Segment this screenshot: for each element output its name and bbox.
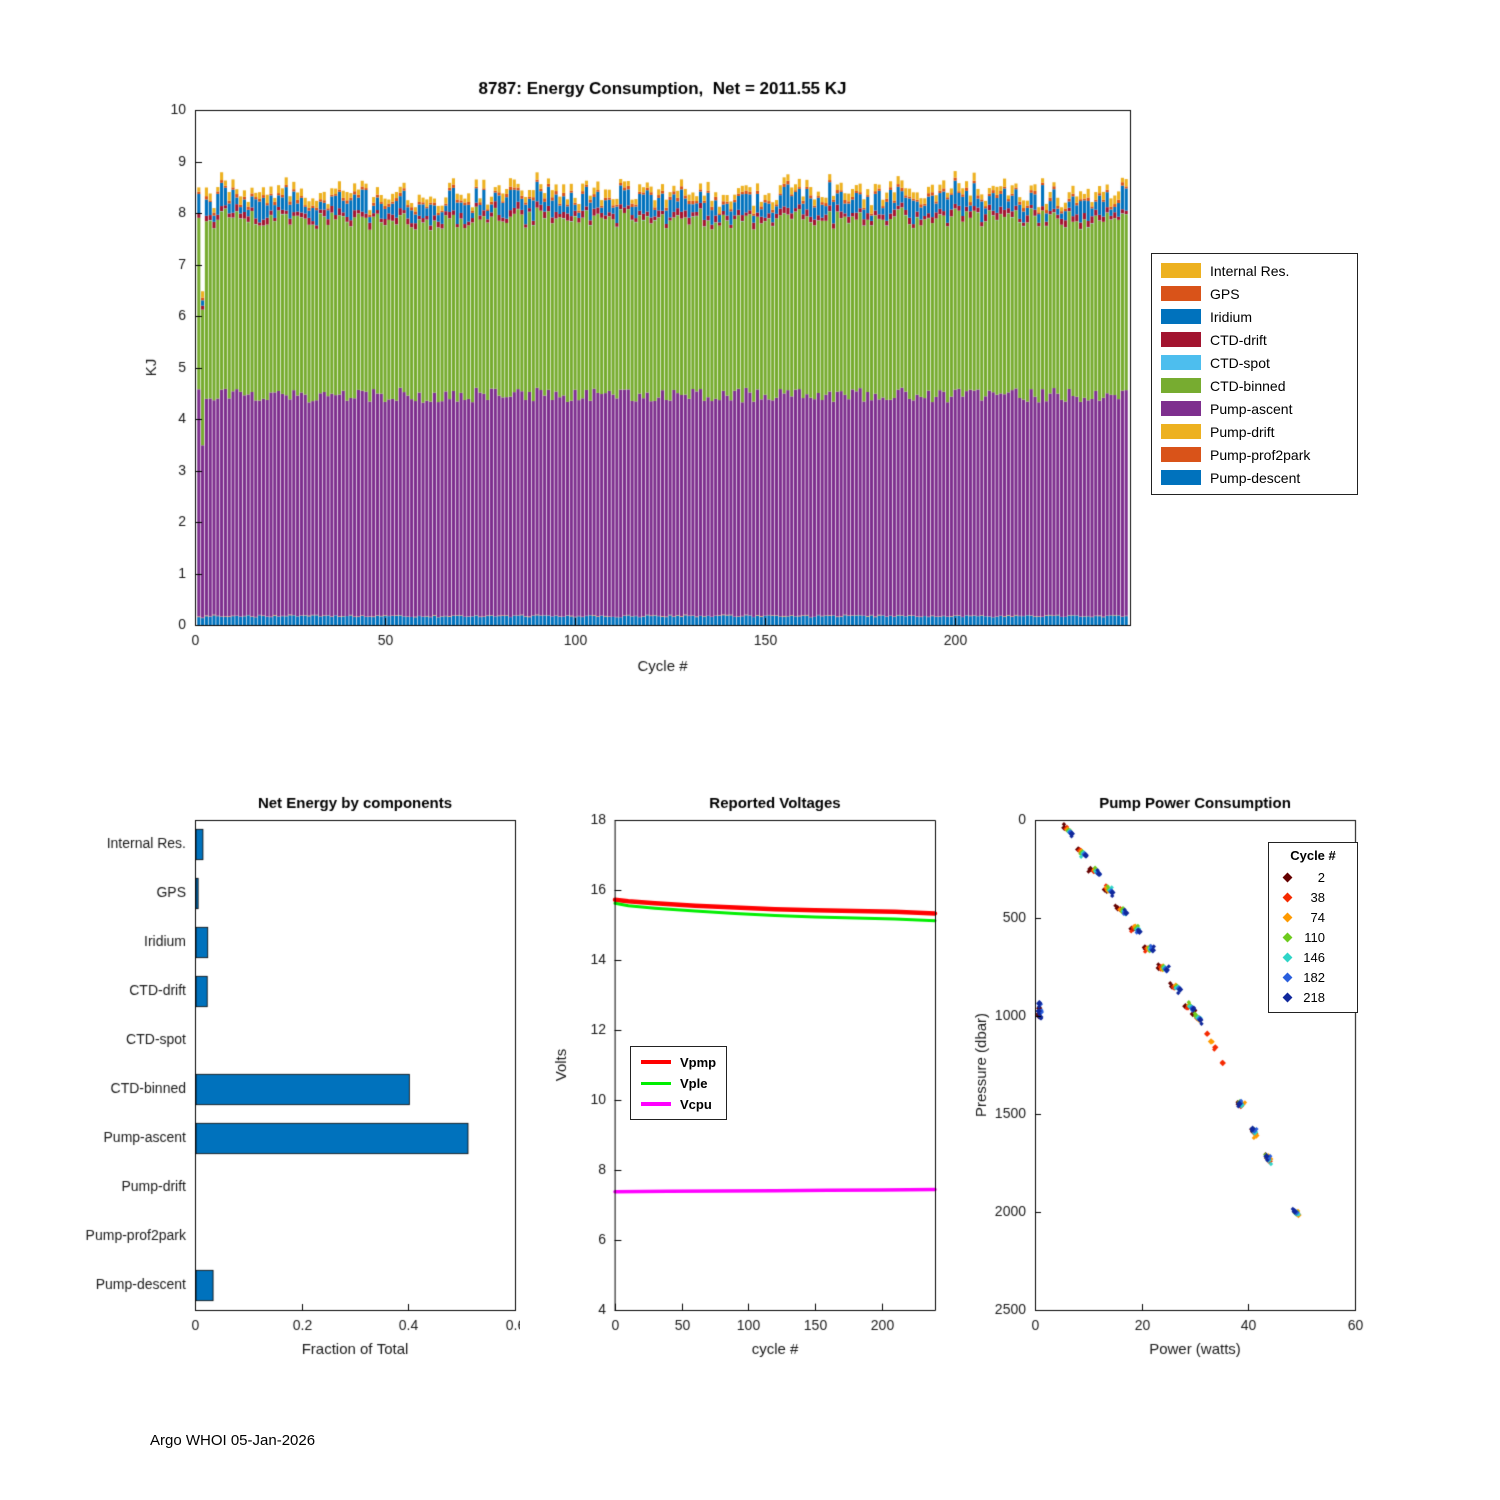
legend-label: Pump-prof2park bbox=[1210, 446, 1311, 463]
legend-item-cycle-74: 74 bbox=[1276, 907, 1350, 927]
legend-title: Cycle # bbox=[1290, 848, 1336, 863]
legend-swatch bbox=[1161, 378, 1201, 393]
legend-label: Vple bbox=[680, 1075, 708, 1091]
legend-swatch bbox=[1161, 424, 1201, 439]
legend-item-ctd-spot: CTD-spot bbox=[1161, 352, 1348, 373]
pump-power-chart bbox=[960, 780, 1500, 1440]
legend-item-internal-res: Internal Res. bbox=[1161, 260, 1348, 281]
legend-item-ctd-binned: CTD-binned bbox=[1161, 375, 1348, 396]
legend-item-pump-prof2park: Pump-prof2park bbox=[1161, 444, 1348, 465]
legend-item-cycle-110: 110 bbox=[1276, 927, 1350, 947]
legend-label: 218 bbox=[1303, 989, 1325, 1005]
legend-label: Pump-drift bbox=[1210, 423, 1275, 440]
voltages-legend: Vpmp Vple Vcpu bbox=[630, 1046, 728, 1120]
legend-label: CTD-spot bbox=[1210, 354, 1270, 371]
legend-item-pump-descent: Pump-descent bbox=[1161, 467, 1348, 488]
legend-label: 74 bbox=[1310, 909, 1325, 925]
legend-item-cycle-38: 38 bbox=[1276, 887, 1350, 907]
legend-item-pump-ascent: Pump-ascent bbox=[1161, 398, 1348, 419]
legend-swatch bbox=[1161, 470, 1201, 485]
legend-item-cycle-2: 2 bbox=[1276, 867, 1350, 887]
legend-line-swatch bbox=[641, 1059, 671, 1065]
legend-item-cycle-182: 182 bbox=[1276, 967, 1350, 987]
legend-item-cycle-218: 218 bbox=[1276, 987, 1350, 1007]
legend-label: CTD-binned bbox=[1210, 377, 1286, 394]
legend-item-gps: GPS bbox=[1161, 283, 1348, 304]
legend-item-iridium: Iridium bbox=[1161, 306, 1348, 327]
legend-item-pump-drift: Pump-drift bbox=[1161, 421, 1348, 442]
legend-swatch bbox=[1161, 401, 1201, 416]
reported-voltages-chart bbox=[520, 780, 960, 1440]
legend-item-vcpu: Vcpu bbox=[641, 1096, 716, 1112]
legend-label: 146 bbox=[1303, 949, 1325, 965]
legend-label: Pump-descent bbox=[1210, 469, 1301, 486]
energy-components-legend: Internal Res. GPS Iridium CTD-drift CTD-spot… bbox=[1151, 253, 1358, 495]
legend-swatch bbox=[1161, 309, 1201, 324]
legend-label: 110 bbox=[1304, 929, 1325, 945]
legend-swatch bbox=[1161, 286, 1201, 301]
legend-label: GPS bbox=[1210, 285, 1240, 302]
legend-swatch bbox=[1161, 332, 1201, 347]
legend-label: Iridium bbox=[1210, 308, 1253, 325]
legend-label: Vpmp bbox=[680, 1054, 717, 1070]
net-energy-chart bbox=[20, 780, 520, 1440]
legend-line-swatch bbox=[641, 1081, 671, 1085]
legend-item-ctd-drift: CTD-drift bbox=[1161, 329, 1348, 350]
legend-label: 38 bbox=[1310, 889, 1325, 905]
legend-label: 182 bbox=[1303, 969, 1325, 985]
legend-label: Vcpu bbox=[680, 1096, 712, 1112]
cycle-number-legend: Cycle # 2 38 74 110 146 182 218 bbox=[1268, 842, 1358, 1013]
legend-label: Pump-ascent bbox=[1210, 400, 1293, 417]
legend-item-vpmp: Vpmp bbox=[641, 1054, 716, 1070]
legend-line-swatch bbox=[641, 1102, 671, 1106]
legend-label: Internal Res. bbox=[1210, 262, 1290, 279]
legend-label: CTD-drift bbox=[1210, 331, 1267, 348]
legend-item-cycle-146: 146 bbox=[1276, 947, 1350, 967]
legend-swatch bbox=[1161, 355, 1201, 370]
legend-swatch bbox=[1161, 263, 1201, 278]
footer-credit: Argo WHOI 05-Jan-2026 bbox=[150, 1432, 316, 1449]
legend-swatch bbox=[1161, 447, 1201, 462]
legend-label: 2 bbox=[1317, 869, 1325, 885]
legend-item-vple: Vple bbox=[641, 1075, 716, 1091]
